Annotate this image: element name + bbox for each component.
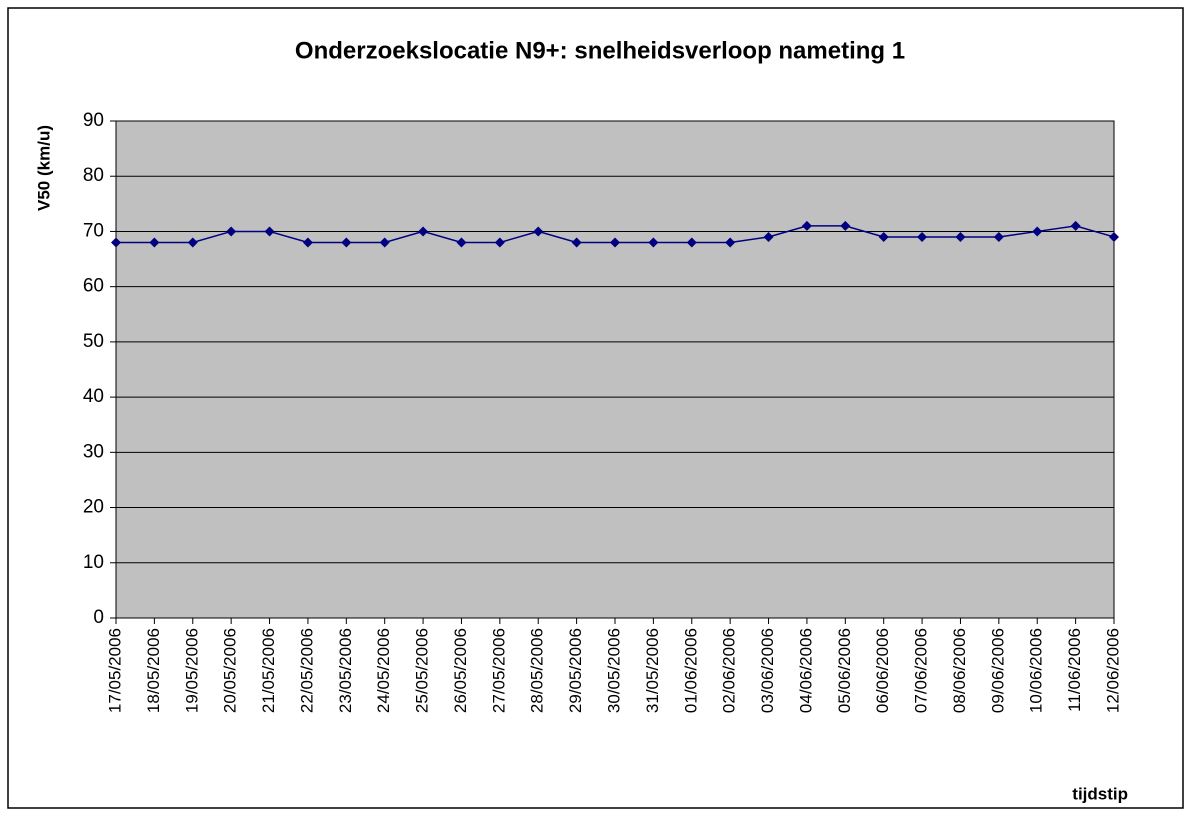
x-tick-label: 27/05/2006	[489, 628, 508, 713]
x-tick-label: 17/05/2006	[105, 628, 124, 713]
x-tick-label: 20/05/2006	[221, 628, 240, 713]
data-point	[840, 220, 851, 231]
x-tick-label: 31/05/2006	[643, 628, 662, 713]
data-point	[341, 237, 352, 248]
x-tick-label: 23/05/2006	[336, 628, 355, 713]
data-point	[264, 226, 275, 237]
data-point	[686, 237, 697, 248]
x-tick-label: 04/06/2006	[796, 628, 815, 713]
x-tick-label: 08/06/2006	[950, 628, 969, 713]
y-tick-label: 30	[83, 441, 104, 462]
x-tick-label: 11/06/2006	[1065, 628, 1084, 712]
y-tick-label: 80	[83, 165, 104, 186]
data-point	[302, 237, 313, 248]
x-tick-label: 09/06/2006	[988, 628, 1007, 713]
data-point	[226, 226, 237, 237]
x-tick-label: 30/05/2006	[604, 628, 623, 713]
x-tick-label: 12/06/2006	[1103, 628, 1122, 713]
x-tick-label: 01/06/2006	[681, 628, 700, 713]
y-tick-label: 90	[83, 110, 104, 131]
data-point	[878, 231, 889, 242]
data-point	[1032, 226, 1043, 237]
data-point	[801, 220, 812, 231]
x-tick-label: 26/05/2006	[451, 628, 470, 713]
x-tick-label: 28/05/2006	[528, 628, 547, 713]
x-tick-label: 18/05/2006	[144, 628, 163, 713]
y-tick-label: 0	[93, 607, 104, 628]
data-point	[494, 237, 505, 248]
data-point	[648, 237, 659, 248]
x-axis-title: tijdstip	[1072, 784, 1128, 803]
x-tick-label: 05/06/2006	[835, 628, 854, 713]
x-tick-label: 19/05/2006	[182, 628, 201, 713]
data-point	[456, 237, 467, 248]
x-tick-label: 21/05/2006	[259, 628, 278, 713]
data-point	[379, 237, 390, 248]
data-point	[1109, 231, 1119, 242]
data-point	[1070, 220, 1081, 231]
x-tick-label: 24/05/2006	[374, 628, 393, 713]
y-tick-label: 10	[83, 552, 104, 573]
chart-title: Onderzoekslocatie N9+: snelheidsverloop …	[295, 37, 905, 64]
x-tick-label: 29/05/2006	[566, 628, 585, 713]
x-tick-label: 06/06/2006	[873, 628, 892, 713]
y-tick-label: 70	[83, 220, 104, 241]
x-tick-label: 10/06/2006	[1027, 628, 1046, 713]
data-point	[955, 231, 966, 242]
y-axis-title: V50 (km/u)	[34, 125, 53, 211]
x-tick-label: 07/06/2006	[912, 628, 931, 713]
data-point	[418, 226, 429, 237]
x-tick-label: 03/06/2006	[758, 628, 777, 713]
data-point	[187, 237, 198, 248]
data-point	[533, 226, 544, 237]
plot-area	[115, 120, 1115, 619]
data-point	[111, 237, 121, 248]
data-point	[571, 237, 582, 248]
y-tick-label: 20	[83, 497, 104, 518]
x-tick-label: 25/05/2006	[413, 628, 432, 713]
data-point	[149, 237, 160, 248]
x-tick-label: 02/06/2006	[720, 628, 739, 713]
data-point	[610, 237, 620, 248]
y-tick-label: 50	[83, 331, 104, 352]
data-point	[917, 231, 928, 242]
y-tick-label: 40	[83, 386, 104, 407]
data-point	[725, 237, 736, 248]
x-tick-label: 22/05/2006	[297, 628, 316, 713]
y-tick-label: 60	[83, 276, 104, 297]
data-point	[763, 231, 774, 242]
data-point	[993, 231, 1004, 242]
